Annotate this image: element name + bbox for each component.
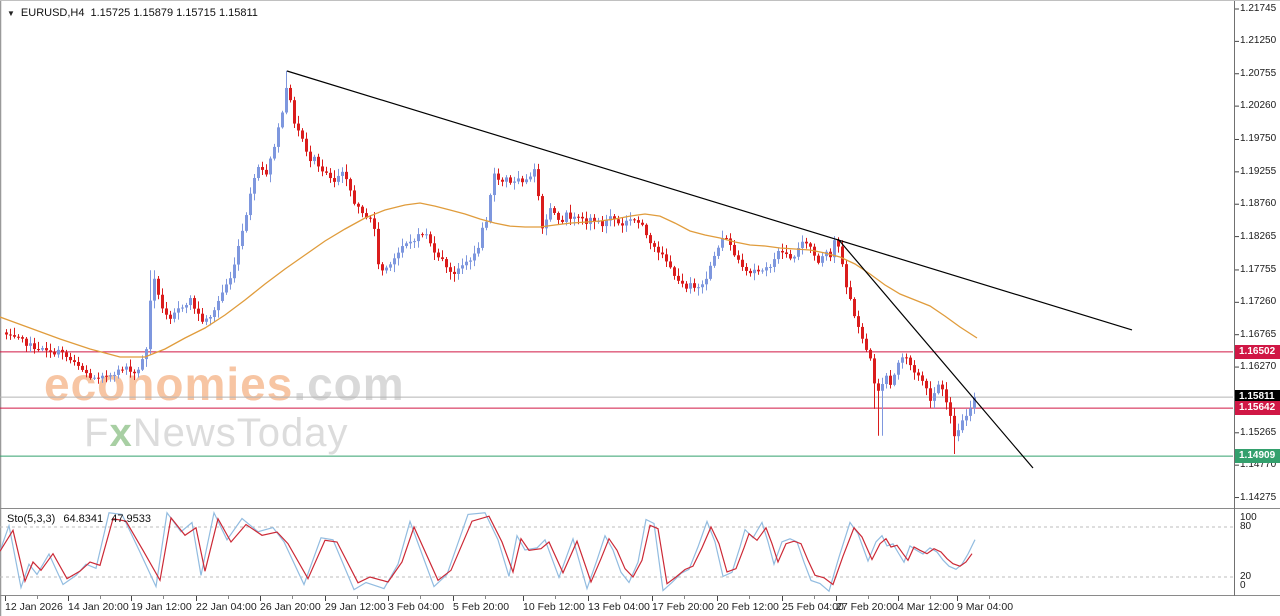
price-axis-label: 1.14275 (1240, 492, 1277, 503)
candlestick-series (5, 70, 976, 455)
stochastic-axis-label: 100 (1240, 512, 1257, 523)
date-axis-label: 17 Feb 20:00 (652, 601, 714, 613)
price-axis-label: 1.20260 (1240, 100, 1277, 111)
sma-line (0, 202, 978, 358)
price-axis-ticks (1235, 8, 1239, 499)
watermark-brand: economies.com (44, 361, 405, 407)
watermark-subbrand: FxNewsToday (84, 413, 405, 453)
ohlc-values: 1.15725 1.15879 1.15715 1.15811 (90, 7, 258, 19)
price-axis-label: 1.17260 (1240, 296, 1277, 307)
price-tag-1.15642: 1.15642 (1235, 401, 1280, 415)
date-axis-label: 4 Mar 12:00 (898, 601, 955, 613)
price-axis-label: 1.19255 (1240, 166, 1277, 177)
date-axis-label: 25 Feb 04:00 (782, 601, 844, 613)
watermark-brand-tld: .com (293, 358, 404, 410)
date-axis-label: 20 Feb 12:00 (717, 601, 779, 613)
date-axis-label: 12 Jan 2026 (5, 601, 63, 613)
price-axis-label: 1.16765 (1240, 329, 1277, 340)
window-left-border-light (1, 1, 2, 616)
price-axis-label: 1.15265 (1240, 427, 1277, 438)
price-axis-label: 1.20755 (1240, 68, 1277, 79)
date-axis-label: 10 Feb 12:00 (523, 601, 585, 613)
stochastic-axis-label: 80 (1240, 521, 1252, 532)
stochastic-main-value: 64.8341 (63, 513, 104, 525)
price-axis-label: 1.16270 (1240, 361, 1277, 372)
watermark: economies.com FxNewsToday (44, 361, 405, 453)
date-axis-label: 5 Feb 20:00 (453, 601, 510, 613)
price-axis-label: 1.18760 (1240, 198, 1277, 209)
price-axis-label: 1.18265 (1240, 231, 1277, 242)
date-axis-label: 29 Jan 12:00 (325, 601, 386, 613)
price-tag-1.15811: 1.15811 (1235, 390, 1280, 404)
stochastic-name: Sto(5,3,3) (7, 513, 56, 525)
price-axis-label: 1.21745 (1240, 3, 1277, 14)
watermark-brand-name: economies (44, 358, 293, 410)
date-axis-label: 26 Jan 20:00 (260, 601, 321, 613)
stochastic-plot-area[interactable] (0, 510, 1233, 595)
stochastic-signal-value: 47.9533 (111, 513, 151, 525)
price-tag-1.14909: 1.14909 (1235, 449, 1280, 463)
window-left-border (0, 1, 1, 616)
watermark-x-glyph: x (109, 411, 132, 455)
price-axis-label: 1.19750 (1240, 133, 1277, 144)
date-axis-label: 27 Feb 20:00 (836, 601, 898, 613)
stochastic-pane (0, 510, 1233, 593)
trendline-steep-descending[interactable] (837, 238, 1034, 469)
price-axis-label: 1.21250 (1240, 35, 1277, 46)
date-axis-label: 22 Jan 04:00 (196, 601, 257, 613)
date-axis-label: 19 Jan 12:00 (131, 601, 192, 613)
date-axis-label: 9 Mar 04:00 (957, 601, 1014, 613)
chart-dropdown-icon[interactable]: ▼ (7, 8, 15, 18)
date-axis-ticks (5, 596, 990, 601)
symbol-timeframe: EURUSD,H4 (20, 7, 85, 19)
stochastic-indicator-label: Sto(5,3,3) 64.8341 47.9533 (7, 513, 156, 525)
price-tag-1.16502: 1.16502 (1235, 345, 1280, 359)
horizontal-level-lines (0, 351, 1233, 457)
date-axis-label: 13 Feb 04:00 (588, 601, 650, 613)
price-axis-label: 1.14770 (1240, 459, 1277, 470)
main-chart-plot-area[interactable] (0, 1, 1233, 508)
stochastic-k-line (0, 510, 976, 593)
date-axis-label: 14 Jan 20:00 (68, 601, 129, 613)
price-axis-label: 1.17755 (1240, 264, 1277, 275)
stochastic-axis-label: 0 (1240, 580, 1246, 591)
trendline-main-descending[interactable] (286, 70, 1133, 331)
symbol-ohlc-label: ▼ EURUSD,H4 1.15725 1.15879 1.15715 1.15… (7, 7, 258, 19)
stochastic-axis-label: 20 (1240, 571, 1252, 582)
date-axis-label: 3 Feb 04:00 (388, 601, 445, 613)
stochastic-d-line (0, 515, 973, 586)
